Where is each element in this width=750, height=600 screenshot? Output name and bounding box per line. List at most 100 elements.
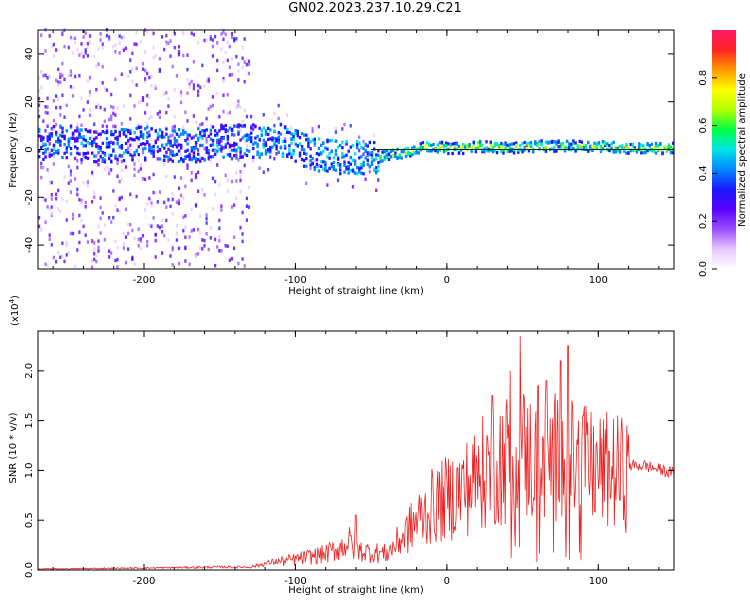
- spectrogram-cell: [214, 179, 217, 184]
- spectrogram-cell: [190, 146, 193, 150]
- spectrogram-cell: [154, 191, 157, 195]
- spectrogram-cell: [95, 160, 98, 164]
- spectrogram-cell: [565, 146, 569, 150]
- spectrogram-cell: [80, 201, 83, 205]
- spectrogram-cell: [57, 67, 60, 72]
- spectrogram-cell: [457, 144, 461, 148]
- spectrogram-cell: [203, 244, 206, 248]
- spectrogram-cell: [144, 80, 147, 84]
- spectrogram-cell: [144, 127, 147, 131]
- spectrogram-cell: [627, 146, 630, 151]
- spectrogram-cell: [118, 154, 121, 158]
- spectrogram-cell: [220, 147, 223, 151]
- spectrogram-cell: [150, 146, 153, 150]
- spectrogram-cell: [216, 144, 219, 148]
- spectrogram-cell: [184, 214, 187, 218]
- spectrogram-cell: [226, 178, 229, 182]
- spectrogram-cell: [137, 237, 140, 241]
- spectrogram-cell: [95, 254, 98, 258]
- spectrogram-cell: [262, 126, 266, 130]
- spectrogram-cell: [137, 100, 140, 104]
- spectrogram-cell: [55, 197, 58, 201]
- spectrogram-cell: [69, 73, 72, 77]
- spectrogram-cell: [252, 146, 255, 151]
- spectrogram-cell: [423, 146, 427, 150]
- spectrogram-cell: [190, 178, 193, 183]
- spectrogram-cell: [184, 259, 187, 263]
- spectrogram-cell: [283, 137, 287, 141]
- spectrogram-cell: [332, 165, 336, 169]
- spectrogram-cell: [561, 145, 564, 149]
- spectrogram-cell: [152, 45, 155, 50]
- spectrogram-cell: [349, 124, 352, 128]
- spectrogram-cell: [38, 149, 41, 153]
- spectrogram-cell: [52, 151, 56, 156]
- spectrogram-cell: [82, 181, 85, 185]
- spectrogram-cell: [576, 144, 579, 148]
- spectrogram-cell: [211, 207, 214, 211]
- spectrogram-cell: [233, 246, 236, 251]
- colorbar-tick-label: 0.0: [698, 261, 709, 277]
- spectrogram-cell: [122, 48, 125, 52]
- spectrogram-cell: [169, 143, 172, 147]
- spectrogram-cell: [485, 146, 488, 150]
- spectrogram-cell: [82, 154, 85, 158]
- spectrogram-cell: [226, 137, 230, 141]
- spectrogram-cell: [591, 145, 594, 149]
- spectrogram-cell: [46, 135, 49, 139]
- spectrogram-cell: [57, 83, 60, 87]
- spectrogram-cell: [252, 155, 255, 159]
- spectrogram-cell: [99, 132, 102, 136]
- spectrogram-cell: [146, 239, 149, 244]
- spectrogram-cell: [536, 143, 539, 147]
- spectrogram-cell: [324, 165, 327, 169]
- spectrogram-cell: [171, 247, 174, 252]
- spectrogram-cell: [50, 180, 53, 185]
- spectrogram-cell: [190, 79, 193, 84]
- spectrogram-cell: [220, 47, 223, 52]
- spectrogram-cell: [95, 154, 98, 158]
- spectrogram-cell: [192, 114, 195, 118]
- spectrogram-cell: [120, 195, 123, 200]
- spectrogram-cell: [86, 151, 90, 155]
- spectrogram-cell: [52, 99, 55, 103]
- spectrogram-cell: [406, 152, 410, 156]
- spectrogram-cell: [48, 233, 51, 237]
- spectrogram-cell: [237, 130, 240, 134]
- spectrogram-cell: [205, 217, 208, 221]
- spectrogram-x-ticks: -200 -100 0 100: [52, 30, 660, 286]
- spectrogram-cell: [95, 130, 98, 134]
- spectrogram-cell: [663, 146, 666, 150]
- spectrogram-cell: [197, 152, 200, 156]
- spectrogram-cell: [171, 212, 174, 216]
- spectrogram-cell: [42, 157, 45, 161]
- spectrogram-cell: [286, 113, 289, 118]
- spectrogram-cell: [76, 139, 79, 143]
- spectrogram-cell: [237, 146, 240, 150]
- spectrogram-cell: [239, 175, 242, 179]
- spectrogram-cell: [144, 158, 147, 162]
- spectrogram-cell: [40, 228, 43, 232]
- spectrogram-cell: [97, 47, 100, 51]
- spectrogram-cell: [76, 147, 79, 151]
- spectrogram-cell: [233, 235, 236, 239]
- spectrogram-cell: [245, 137, 249, 141]
- spectrogram-cell: [122, 35, 125, 39]
- spectrogram-cell: [152, 190, 155, 195]
- spectrogram-cell: [82, 108, 85, 112]
- spectrogram-cell: [80, 96, 83, 101]
- spectrogram-cell: [351, 158, 355, 162]
- spectrogram-cell: [559, 147, 562, 151]
- spectrogram-cell: [502, 151, 505, 155]
- spectrogram-cell: [290, 126, 293, 130]
- spectrogram-cell: [642, 146, 645, 150]
- spectrogram-cell: [239, 189, 242, 194]
- spectrogram-cell: [267, 126, 270, 130]
- spectrogram-cell: [167, 104, 170, 108]
- spectrogram-cell: [411, 146, 414, 150]
- spectrogram-cell: [508, 149, 511, 153]
- spectrogram-cell: [358, 170, 361, 174]
- spectrogram-cell: [201, 131, 204, 135]
- spectrogram-cell: [144, 68, 147, 73]
- spectrogram-cell: [63, 175, 66, 179]
